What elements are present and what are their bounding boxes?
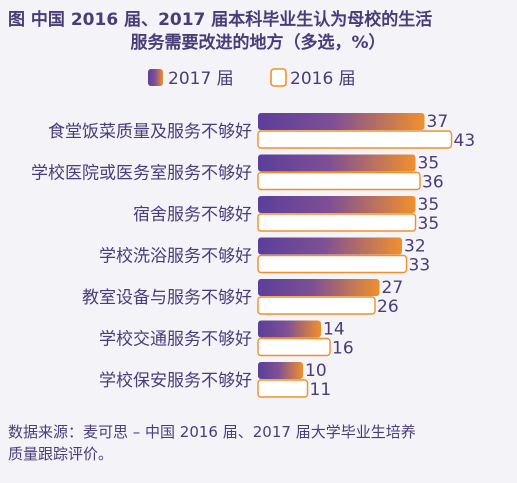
bar-2017 — [258, 154, 416, 172]
value-label-2017: 27 — [382, 278, 404, 298]
value-label-2017: 35 — [418, 195, 440, 215]
source-line1: 数据来源：麦可思 – 中国 2016 届、2017 届大学毕业生培养 — [8, 423, 416, 441]
value-label-2016: 11 — [310, 380, 332, 400]
value-label-2017: 35 — [418, 154, 440, 174]
bar-2017 — [258, 362, 303, 379]
bar-2016 — [257, 337, 331, 357]
bar-2017 — [258, 237, 402, 255]
chart-title-line2: 服务需要改进的地方（多选，%） — [130, 32, 385, 53]
value-label-2016: 26 — [377, 297, 399, 317]
value-label-2017: 10 — [305, 361, 327, 381]
bar-2016 — [257, 213, 417, 232]
value-label-2016: 36 — [422, 173, 444, 193]
bar-2016 — [257, 379, 309, 398]
bar-2016 — [257, 171, 421, 191]
legend-label-2017: 2017 届 — [168, 69, 234, 89]
category-label: 食堂饭菜质量及服务不够好 — [48, 122, 252, 142]
bar-2017 — [258, 279, 380, 296]
chart-title-line1: 图 中国 2016 届、2017 届本科毕业生认为母校的生活 — [8, 9, 432, 30]
bar-2016 — [257, 254, 408, 274]
category-label: 学校保安服务不够好 — [99, 371, 252, 391]
value-label-2017: 32 — [404, 237, 426, 257]
value-label-2016: 33 — [409, 256, 431, 276]
legend-swatch-2016 — [270, 68, 287, 87]
bar-2017 — [258, 113, 425, 130]
category-label: 教室设备与服务不够好 — [82, 288, 252, 308]
category-label: 学校交通服务不够好 — [99, 330, 252, 350]
bar-2016 — [257, 130, 453, 149]
category-label: 宿舍服务不够好 — [133, 205, 252, 225]
category-label: 学校医院或医务室服务不够好 — [31, 164, 252, 184]
bar-2017 — [258, 196, 416, 213]
legend-label-2016: 2016 届 — [290, 69, 356, 89]
value-label-2017: 14 — [323, 320, 345, 340]
value-label-2016: 16 — [332, 339, 354, 359]
bar-2017 — [258, 320, 321, 338]
source-line2: 质量跟踪评价。 — [8, 445, 113, 463]
value-label-2017: 37 — [427, 112, 449, 132]
bar-2016 — [257, 296, 376, 315]
value-label-2016: 43 — [454, 131, 476, 151]
value-label-2016: 35 — [418, 214, 440, 234]
legend-swatch-2017 — [148, 69, 163, 86]
category-label: 学校洗浴服务不够好 — [99, 247, 252, 267]
legend: 2017 届 2016 届 — [148, 68, 356, 89]
